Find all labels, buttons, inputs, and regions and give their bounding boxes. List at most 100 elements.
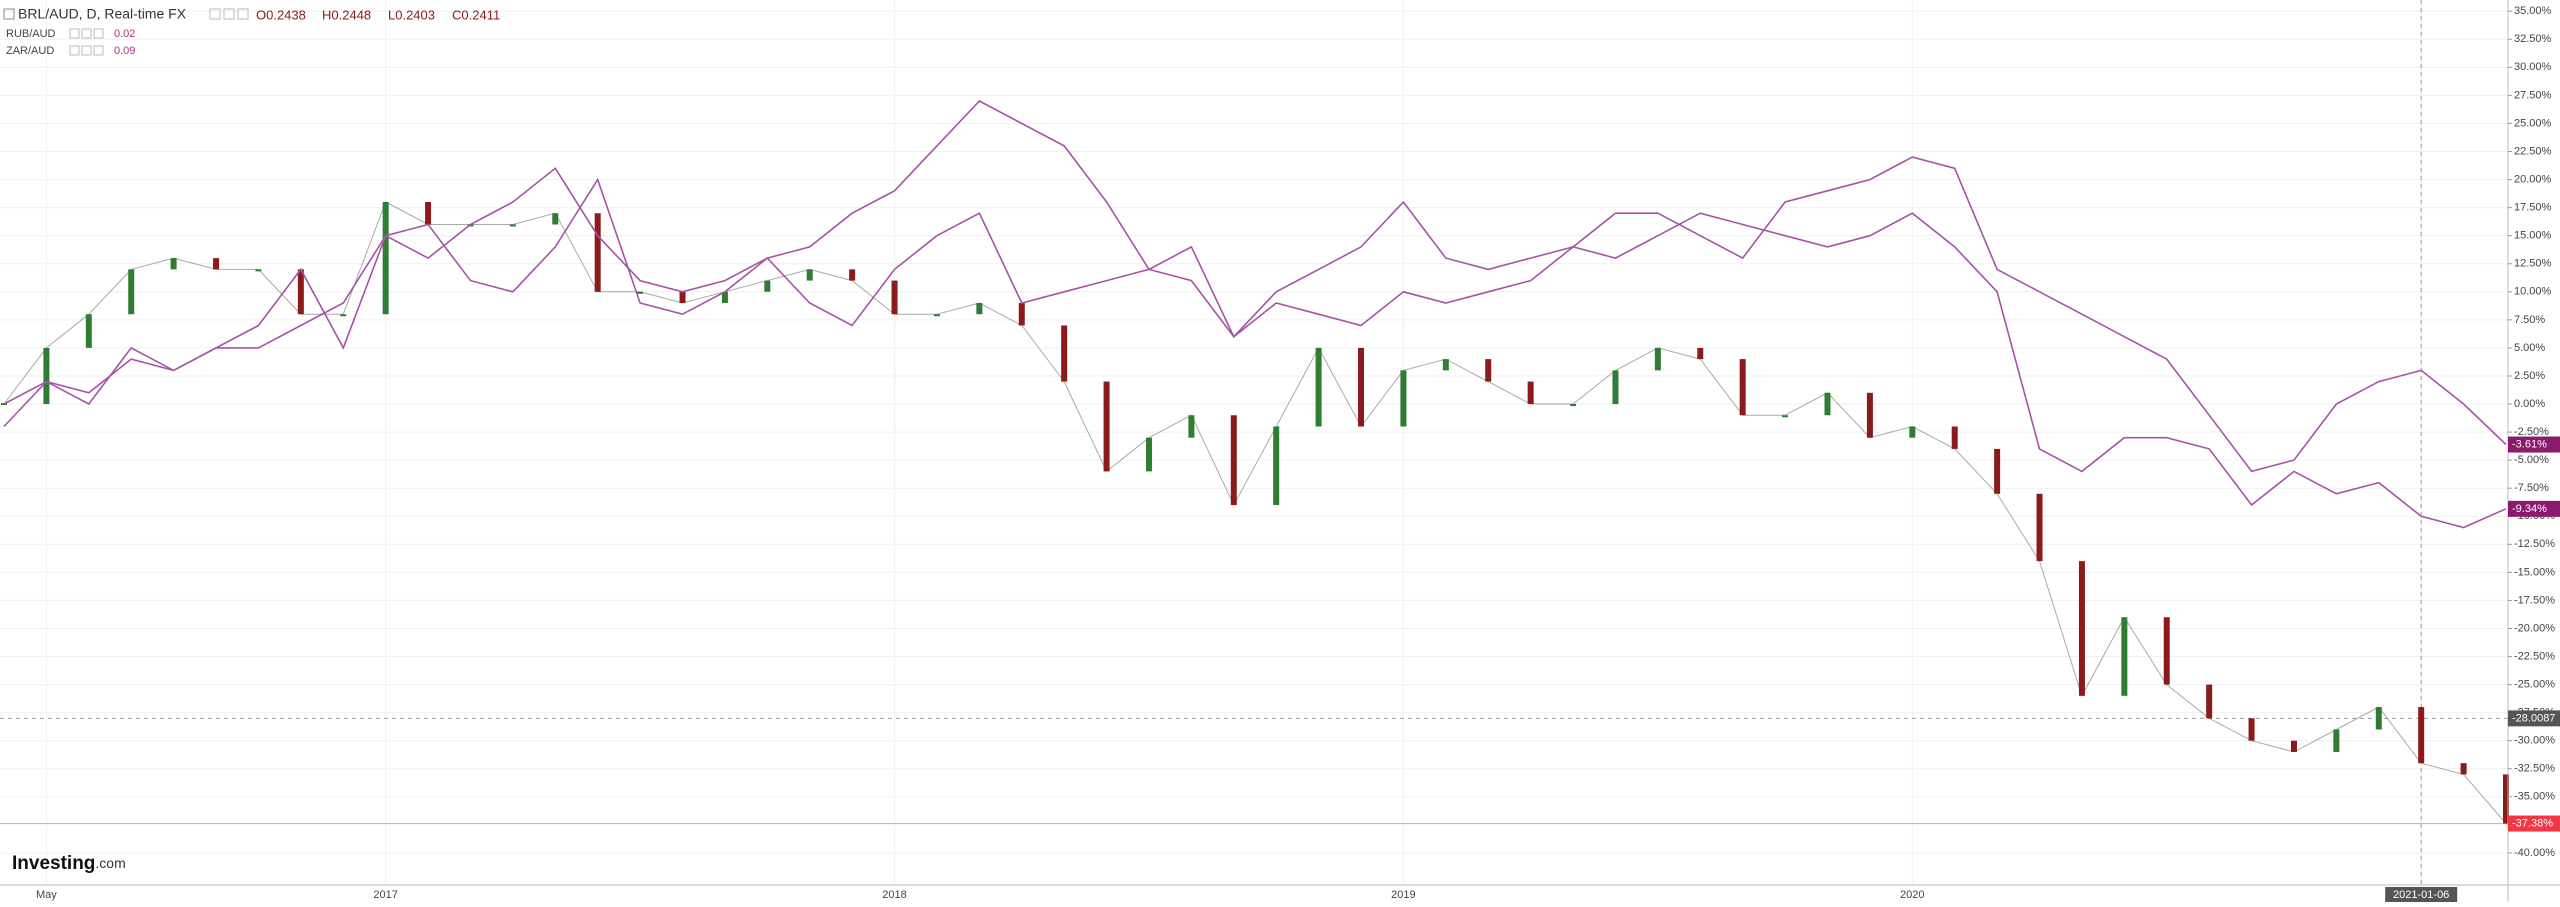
y-tick-label: -35.00%: [2514, 791, 2555, 803]
candle: [1, 403, 7, 406]
y-tick-label: -5.00%: [2514, 454, 2549, 466]
close-line: [3, 201, 2507, 824]
candle: [425, 202, 432, 225]
logo-brand: Investing: [12, 853, 95, 874]
visibility-icon[interactable]: [223, 8, 235, 20]
last-value-label: -37.38%: [2512, 817, 2553, 829]
candle: [1994, 448, 2001, 494]
candle: [2121, 617, 2128, 696]
y-tick-label: -20.00%: [2514, 622, 2555, 634]
candle: [1782, 415, 1789, 418]
candle: [637, 291, 644, 294]
candle: [85, 314, 92, 348]
candle: [128, 269, 135, 315]
last-value-label: -3.61%: [2512, 438, 2547, 450]
legend-name: RUB/AUD: [6, 28, 56, 40]
crosshair-x-label-bg: [2385, 887, 2458, 902]
candle: [2418, 707, 2425, 764]
ohlc-low: L0.2403: [388, 7, 435, 22]
candle: [382, 202, 389, 315]
candle: [1145, 437, 1152, 472]
legend-icon: [69, 45, 80, 56]
candle: [340, 314, 347, 317]
header: BRL/AUD, D, Real-time FX O0.2438 H0.2448…: [3, 6, 500, 22]
candle: [2503, 774, 2509, 824]
y-tick-label: 0.00%: [2514, 398, 2545, 410]
close-icon[interactable]: [237, 8, 249, 20]
candle: [2333, 729, 2340, 752]
candle: [2460, 763, 2467, 775]
candle: [976, 303, 983, 315]
y-tick-label: -40.00%: [2514, 847, 2555, 859]
last-value-bg: [2508, 500, 2560, 517]
y-tick-label: 17.50%: [2514, 202, 2552, 214]
candle: [933, 314, 940, 317]
legend-icon: [93, 45, 104, 56]
symbol-title: BRL/AUD, D, Real-time FX: [18, 6, 187, 22]
legend-value: 0.02: [114, 28, 135, 40]
y-tick-label: 22.50%: [2514, 145, 2552, 157]
candle: [1824, 392, 1831, 416]
last-value-label: -9.34%: [2512, 503, 2547, 515]
candle: [1697, 347, 1704, 360]
candle: [2036, 493, 2043, 562]
settings-icon[interactable]: [209, 8, 221, 20]
x-tick-label: 2018: [882, 889, 906, 901]
candle: [1527, 381, 1534, 405]
candle: [213, 258, 220, 270]
candle: [2206, 684, 2213, 719]
candle: [1654, 347, 1661, 371]
candle: [891, 280, 898, 315]
y-tick-label: -32.50%: [2514, 763, 2555, 775]
candle: [2078, 561, 2085, 696]
y-tick-label: -17.50%: [2514, 594, 2555, 606]
candle: [2248, 718, 2255, 741]
y-tick-label: -22.50%: [2514, 650, 2555, 662]
y-tick-label: -25.00%: [2514, 679, 2555, 691]
candle: [1018, 303, 1025, 326]
legend: RUB/AUD 0.02 ZAR/AUD 0.09: [6, 28, 135, 57]
y-tick-label: -7.50%: [2514, 482, 2549, 494]
axes: 35.00% 32.50% 30.00% 27.50% 25.00% 22.50% 20.0…: [36, 5, 2560, 902]
legend-name: ZAR/AUD: [6, 45, 54, 57]
collapse-icon[interactable]: [3, 8, 15, 20]
logo: Investing.com: [12, 853, 126, 874]
candle: [806, 269, 813, 281]
candle: [1951, 426, 1958, 449]
candle: [1358, 347, 1365, 427]
y-tick-label: 7.50%: [2514, 314, 2545, 326]
y-tick-label: 32.50%: [2514, 33, 2552, 45]
candle: [1485, 359, 1492, 382]
candle: [509, 224, 516, 227]
crosshair-label: -28.0087: [2512, 712, 2555, 724]
candle: [2163, 617, 2170, 685]
x-tick-label: May: [36, 889, 57, 901]
crosshair-label-bg: [2508, 710, 2560, 727]
x-tick-label: 2019: [1391, 889, 1415, 901]
candle: [1612, 370, 1619, 405]
candle: [1230, 415, 1237, 506]
candle: [764, 280, 771, 292]
series-line: [3, 100, 2507, 473]
candle: [2375, 707, 2382, 730]
candle: [1400, 370, 1407, 427]
candle: [2290, 740, 2297, 752]
candle: [1188, 415, 1195, 438]
logo-suffix: .com: [95, 855, 125, 871]
candle: [1909, 426, 1916, 438]
y-tick-label: -15.00%: [2514, 566, 2555, 578]
legend-value: 0.09: [114, 45, 135, 57]
ohlc-open: O0.2438: [256, 7, 306, 22]
legend-icon: [81, 28, 92, 39]
y-tick-label: 12.50%: [2514, 258, 2552, 270]
y-tick-label: 25.00%: [2514, 117, 2552, 129]
x-tick-label: 2017: [373, 889, 397, 901]
candle: [679, 291, 686, 304]
y-tick-label: 35.00%: [2514, 5, 2552, 17]
y-tick-label: -30.00%: [2514, 735, 2555, 747]
candle: [1315, 347, 1322, 427]
legend-icon: [93, 28, 104, 39]
candle: [594, 213, 601, 292]
